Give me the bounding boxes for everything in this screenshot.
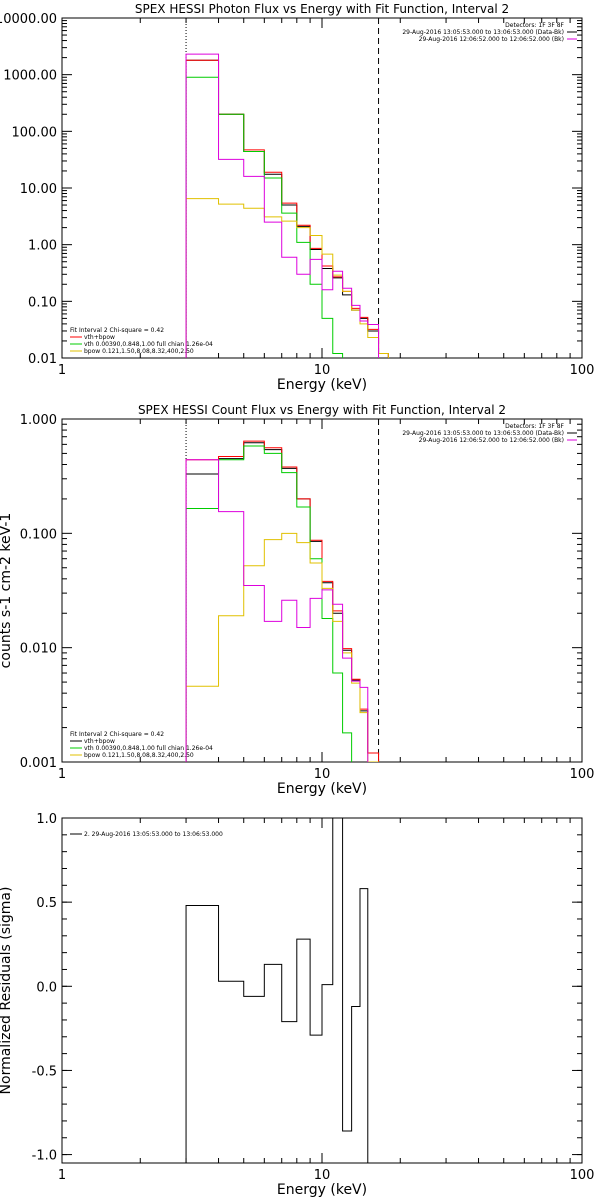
x-tick-label: 100 — [570, 363, 595, 378]
y-tick-label: 0.01 — [28, 352, 57, 367]
y-tick-label: 0.0 — [36, 980, 57, 995]
legend-entry: vth+bpow — [84, 334, 115, 341]
header-text: Detectors: 1F 3F 8F — [505, 423, 564, 430]
x-tick-label: 10 — [314, 363, 331, 378]
series-group — [185, 53, 389, 358]
legend-entry: vth 0.00390,0.848,1.00 full chian 1.26e-… — [84, 341, 213, 348]
header-text: 29-Aug-2016 13:05:53.000 to 13:06:53.000… — [402, 430, 564, 437]
header-text: 29-Aug-2016 12:06:52.000 to 12:06:52.000… — [419, 36, 564, 43]
legend-entry: vth+bpow — [84, 738, 115, 745]
panel-2 — [61, 418, 583, 763]
y-tick-label: -1.0 — [32, 1149, 57, 1164]
y-tick-label: 10000.00 — [0, 12, 57, 27]
x-tick-label: 100 — [570, 767, 595, 782]
header-text: 29-Aug-2016 13:05:53.000 to 13:06:53.000… — [402, 29, 564, 36]
legend-entry: bpow 0.121,1.50,8.08,8.32,400,2.50 — [84, 348, 194, 355]
panel-1 — [61, 17, 583, 359]
series-bpow-line — [185, 532, 380, 762]
x-tick-label: 1 — [58, 363, 66, 378]
series-total-line — [185, 818, 369, 1163]
chart-title: SPEX HESSI Photon Flux vs Energy with Fi… — [135, 2, 509, 16]
panel-3 — [61, 817, 583, 1164]
y-tick-label: 10.00 — [20, 182, 57, 197]
series-vth-line — [185, 76, 344, 358]
y-tick-label: -0.5 — [32, 1064, 57, 1079]
y-tick-label: 100.00 — [12, 125, 58, 140]
y-axis-label: Normalized Residuals (sigma) — [0, 887, 14, 1095]
y-tick-label: 1.000 — [20, 413, 57, 428]
series-data-line — [185, 53, 380, 358]
y-tick-label: 0.001 — [20, 756, 57, 771]
chart-title: SPEX HESSI Count Flux vs Energy with Fit… — [138, 403, 506, 417]
series-model-line — [185, 59, 389, 358]
legend-entry: Fit Interval 2 Chi-square = 0.42 — [70, 327, 164, 334]
x-axis-label: Energy (keV) — [277, 377, 367, 393]
legend-entry: Fit Interval 2 Chi-square = 0.42 — [70, 731, 164, 738]
legend-entry: vth 0.00390,0.848,1.00 full chian 1.26e-… — [84, 745, 213, 752]
x-tick-label: 10 — [314, 1168, 331, 1183]
series-group — [185, 440, 380, 762]
legend-entry: 2. 29-Aug-2016 13:05:53.000 to 13:06:53.… — [84, 831, 223, 838]
header-text: Detectors: 1F 3F 8F — [505, 22, 564, 29]
series-total-line — [185, 442, 380, 762]
y-tick-label: 0.10 — [28, 295, 57, 310]
series-vth-line — [185, 445, 353, 762]
y-tick-label: 0.5 — [36, 896, 57, 911]
y-tick-label: 0.010 — [20, 642, 57, 657]
legend-entry: bpow 0.121,1.50,8.08,8.32,400,2.50 — [84, 752, 194, 759]
y-tick-label: 1000.00 — [3, 69, 57, 84]
x-axis-label: Energy (keV) — [277, 781, 367, 797]
x-tick-label: 1 — [58, 1168, 66, 1183]
x-tick-label: 100 — [570, 1168, 595, 1183]
x-axis-label: Energy (keV) — [277, 1182, 367, 1198]
x-tick-label: 10 — [314, 767, 331, 782]
y-axis-label: counts s-1 cm-2 keV-1 — [0, 513, 14, 669]
y-tick-label: 1.00 — [28, 239, 57, 254]
y-tick-label: 0.100 — [20, 527, 57, 542]
header-text: 29-Aug-2016 12:06:52.000 to 12:06:52.000… — [419, 437, 564, 444]
x-tick-label: 1 — [58, 767, 66, 782]
series-bpow-line — [185, 198, 389, 358]
y-tick-label: 1.0 — [36, 812, 57, 827]
series-data-line — [185, 459, 369, 762]
series-total-line — [185, 59, 389, 358]
series-group — [185, 818, 369, 1163]
series-model-line — [185, 440, 380, 762]
